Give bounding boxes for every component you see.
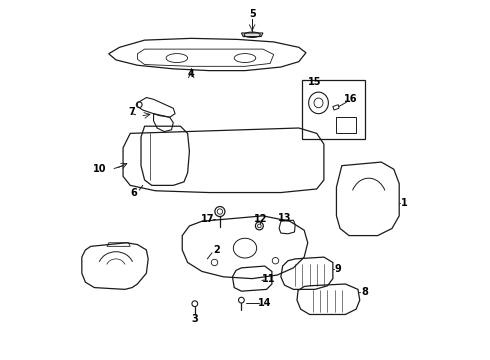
Text: 16: 16 bbox=[344, 94, 358, 104]
Text: 1: 1 bbox=[401, 198, 408, 208]
Text: 15: 15 bbox=[308, 77, 321, 87]
Text: 7: 7 bbox=[129, 107, 135, 117]
Text: 13: 13 bbox=[278, 213, 291, 222]
Text: 5: 5 bbox=[249, 9, 256, 19]
Bar bbox=[337, 117, 356, 134]
Text: 9: 9 bbox=[335, 264, 342, 274]
Text: 12: 12 bbox=[254, 214, 268, 224]
Text: 17: 17 bbox=[200, 214, 214, 224]
Text: 8: 8 bbox=[362, 287, 368, 297]
Text: 6: 6 bbox=[130, 188, 137, 198]
Text: 4: 4 bbox=[188, 69, 195, 79]
Text: 2: 2 bbox=[213, 245, 220, 255]
Text: 3: 3 bbox=[192, 314, 198, 324]
Text: 10: 10 bbox=[93, 163, 106, 174]
Ellipse shape bbox=[244, 32, 260, 37]
Text: 11: 11 bbox=[262, 274, 275, 284]
Bar bbox=[302, 80, 365, 139]
Text: 14: 14 bbox=[258, 298, 271, 308]
